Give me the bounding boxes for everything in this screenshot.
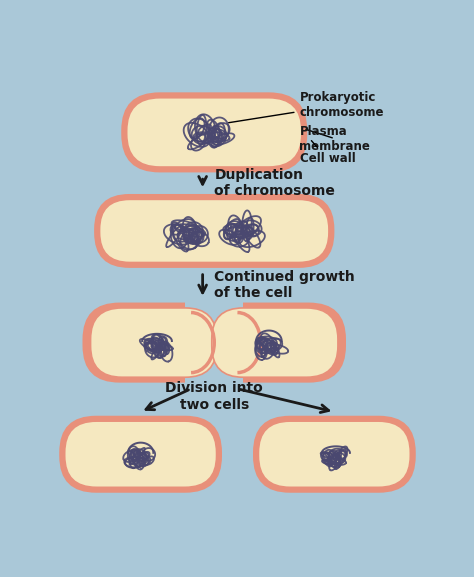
FancyBboxPatch shape <box>121 92 307 173</box>
FancyBboxPatch shape <box>59 416 222 493</box>
Text: Cell wall: Cell wall <box>300 141 355 166</box>
Text: Continued growth
of the cell: Continued growth of the cell <box>214 270 355 300</box>
Text: Prokaryotic
chromosome: Prokaryotic chromosome <box>228 91 384 123</box>
FancyBboxPatch shape <box>100 200 329 263</box>
FancyBboxPatch shape <box>94 194 334 268</box>
FancyBboxPatch shape <box>64 421 217 488</box>
Text: Duplication
of chromosome: Duplication of chromosome <box>214 168 335 198</box>
Text: Plasma
membrane: Plasma membrane <box>300 125 370 153</box>
Text: Division into
two cells: Division into two cells <box>165 381 263 411</box>
FancyBboxPatch shape <box>253 416 416 493</box>
FancyBboxPatch shape <box>127 98 302 167</box>
FancyBboxPatch shape <box>82 302 346 383</box>
FancyBboxPatch shape <box>212 308 338 377</box>
Bar <box>185 301 243 384</box>
FancyBboxPatch shape <box>258 421 410 488</box>
FancyBboxPatch shape <box>91 308 217 377</box>
